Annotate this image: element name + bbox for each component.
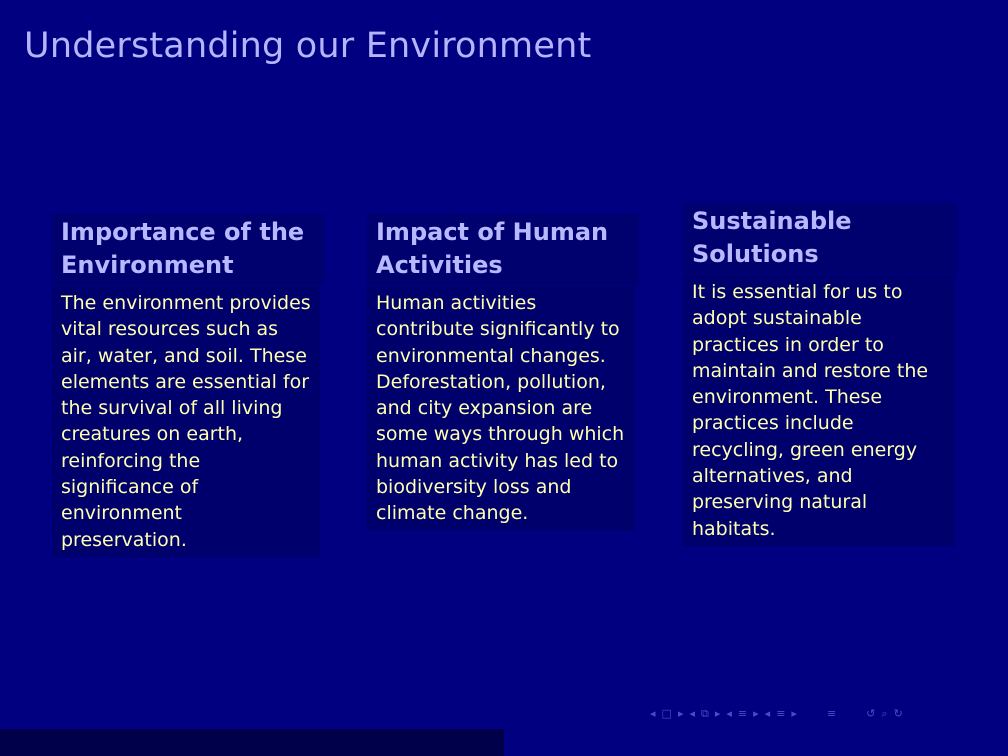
next-document-icon[interactable]: ▸ xyxy=(791,707,797,720)
block-body: Human activities contribute significantl… xyxy=(367,286,635,531)
subsection-icon[interactable]: ⧉ xyxy=(701,707,709,720)
block-body: It is essential for us to adopt sustaina… xyxy=(683,275,955,546)
next-frame-icon[interactable]: ▸ xyxy=(677,707,684,720)
frame-icon[interactable]: □ xyxy=(661,707,672,720)
footer-left xyxy=(0,729,504,756)
block-title: Importance of the Environment xyxy=(52,214,324,285)
toc-icon[interactable]: ≡ xyxy=(826,707,837,720)
prev-document-icon[interactable]: ◂ xyxy=(764,707,771,720)
section-icon[interactable]: ≡ xyxy=(737,707,748,720)
prev-section-icon[interactable]: ◂ xyxy=(726,707,732,720)
navigation-bar: ◂ □ ▸ ◂ ⧉ ▸ ◂ ≡ ▸ ◂ ≡ ▸ ≡ ↺ ⌕ ↻ xyxy=(650,706,903,722)
block-importance: Importance of the Environment The enviro… xyxy=(52,214,324,557)
search-icon[interactable]: ⌕ xyxy=(881,707,888,720)
document-icon[interactable]: ≡ xyxy=(776,707,786,720)
block-solutions: Sustainable Solutions It is essential fo… xyxy=(683,203,957,546)
forward-icon[interactable]: ↻ xyxy=(893,707,903,720)
prev-frame-icon[interactable]: ◂ xyxy=(650,707,656,720)
slide-title: Understanding our Environment xyxy=(24,26,592,66)
block-title: Impact of Human Activities xyxy=(367,214,639,285)
prev-subsection-icon[interactable]: ◂ xyxy=(689,707,695,720)
back-icon[interactable]: ↺ xyxy=(866,707,876,720)
block-impact: Impact of Human Activities Human activit… xyxy=(367,214,639,531)
next-section-icon[interactable]: ▸ xyxy=(753,707,759,720)
footer-right xyxy=(504,729,1008,756)
block-title: Sustainable Solutions xyxy=(683,203,957,274)
next-subsection-icon[interactable]: ▸ xyxy=(714,707,721,720)
block-body: The environment provides vital resources… xyxy=(52,286,320,557)
